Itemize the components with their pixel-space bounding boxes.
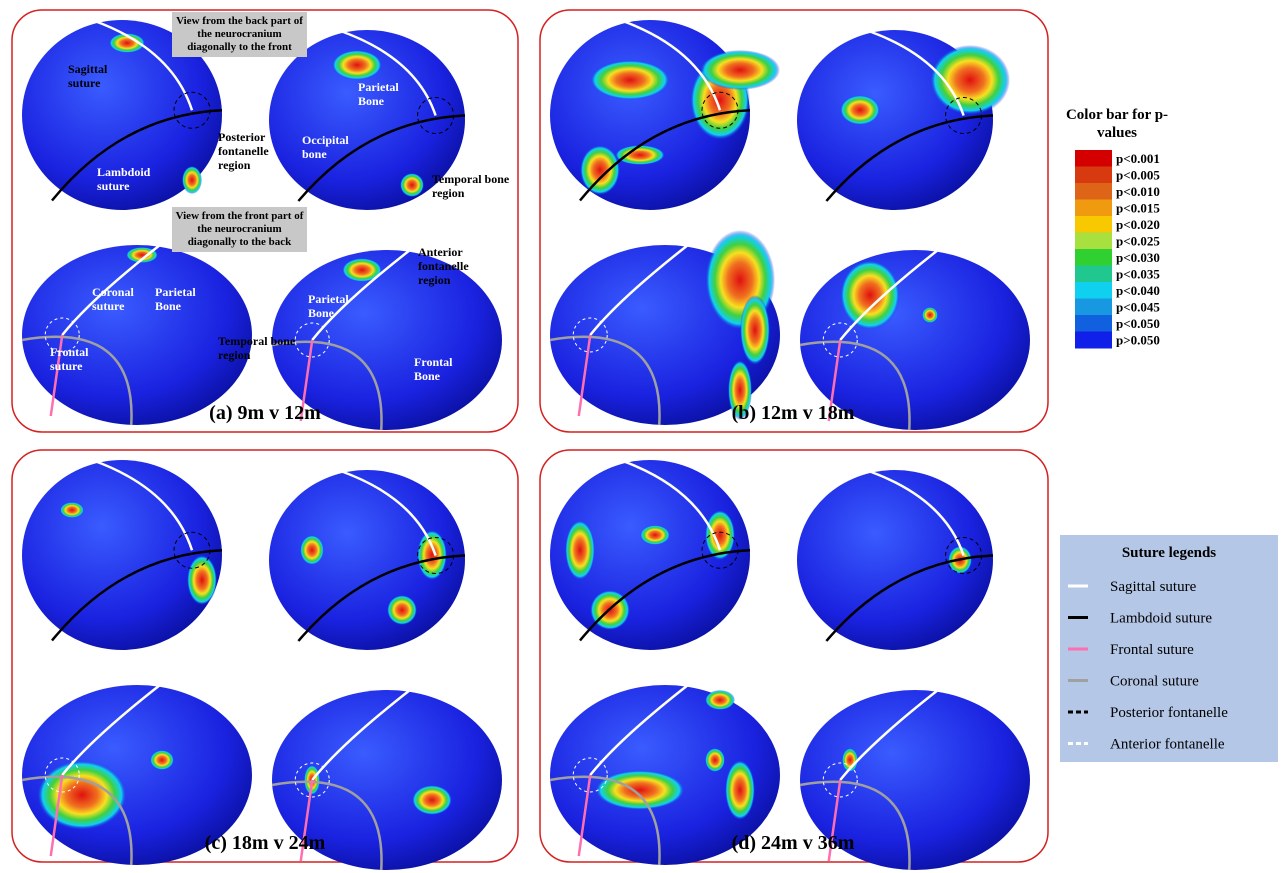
color-swatch	[1075, 233, 1112, 250]
color-label: p<0.001	[1116, 151, 1160, 166]
hotspot	[700, 50, 780, 90]
hotspot	[182, 166, 202, 194]
panel-caption: (a) 9m v 12m	[12, 402, 518, 425]
color-label: p<0.035	[1116, 267, 1160, 282]
hotspot	[705, 748, 725, 772]
annotation: Temporal bone region	[218, 334, 308, 362]
hotspot	[580, 145, 620, 195]
annotation: Parietal Bone	[155, 285, 215, 313]
color-label: p>0.050	[1116, 333, 1160, 348]
hotspot	[740, 295, 770, 365]
hotspot	[150, 750, 174, 770]
panel-caption: (c) 18m v 24m	[12, 832, 518, 855]
legend-label: Sagittal suture	[1110, 579, 1197, 595]
color-swatch	[1075, 266, 1112, 283]
hotspot	[565, 520, 595, 580]
color-swatch	[1075, 249, 1112, 266]
figure: p<0.001 p<0.005p<0.010 p<0.015p<0.020 p<0.0…	[0, 0, 1283, 873]
color-label: p<0.005	[1116, 168, 1160, 183]
annotation: Frontal Bone	[414, 355, 474, 383]
hotspot	[37, 760, 127, 830]
color-bar-title: Color bar for p-values	[1062, 106, 1172, 142]
color-label: p<0.045	[1116, 300, 1160, 315]
color-label: p<0.020	[1116, 217, 1160, 232]
hotspot	[387, 595, 417, 625]
skull	[22, 460, 222, 650]
hotspot	[615, 145, 665, 165]
annotation: Posterior fontanelle region	[218, 130, 288, 172]
annotation: Occipital bone	[302, 133, 362, 161]
hotspot	[187, 555, 217, 605]
color-label: p<0.050	[1116, 316, 1160, 331]
color-label: p<0.025	[1116, 234, 1160, 249]
color-swatch	[1075, 150, 1112, 167]
hotspot	[412, 785, 452, 815]
color-label: p<0.015	[1116, 201, 1160, 216]
color-swatch	[1075, 332, 1112, 349]
legend-label: Frontal suture	[1110, 642, 1194, 658]
color-label: p<0.040	[1116, 283, 1160, 298]
annotation: View from the back part of the neurocran…	[172, 12, 307, 57]
hotspot	[595, 770, 685, 810]
color-swatch	[1075, 167, 1112, 184]
annotation: Sagittal suture	[68, 62, 128, 90]
color-swatch	[1075, 315, 1112, 332]
annotation: Parietal Bone	[308, 292, 368, 320]
annotation: Anterior fontanelle region	[418, 245, 488, 287]
annotation: Temporal bone region	[432, 172, 522, 200]
panel-caption: (b) 12m v 18m	[540, 402, 1046, 425]
color-label: p<0.010	[1116, 184, 1160, 199]
color-label: p<0.030	[1116, 250, 1160, 265]
color-swatch	[1075, 282, 1112, 299]
suture-legend-title: Suture legends	[1122, 545, 1216, 561]
hotspot	[840, 95, 880, 125]
annotation: View from the front part of the neurocra…	[172, 207, 307, 252]
hotspot	[640, 525, 670, 545]
color-swatch	[1075, 299, 1112, 316]
hotspot	[922, 307, 938, 323]
hotspot	[930, 45, 1010, 115]
panel-caption: (d) 24m v 36m	[540, 832, 1046, 855]
hotspot	[590, 60, 670, 100]
legend-label: Anterior fontanelle	[1110, 737, 1225, 753]
color-swatch	[1075, 183, 1112, 200]
annotation: Frontal suture	[50, 345, 110, 373]
legend-label: Coronal suture	[1110, 674, 1199, 690]
hotspot	[725, 760, 755, 820]
hotspot	[300, 535, 324, 565]
color-swatch	[1075, 216, 1112, 233]
hotspot	[332, 50, 382, 80]
hotspot	[840, 260, 900, 330]
legend-label: Lambdoid suture	[1110, 611, 1212, 627]
annotation: Lambdoid suture	[97, 165, 157, 193]
annotation: Coronal suture	[92, 285, 152, 313]
annotation: Parietal Bone	[358, 80, 418, 108]
hotspot	[705, 690, 735, 710]
hotspot	[400, 173, 424, 197]
legend-label: Posterior fontanelle	[1110, 705, 1228, 721]
color-swatch	[1075, 200, 1112, 217]
hotspot	[60, 502, 84, 518]
